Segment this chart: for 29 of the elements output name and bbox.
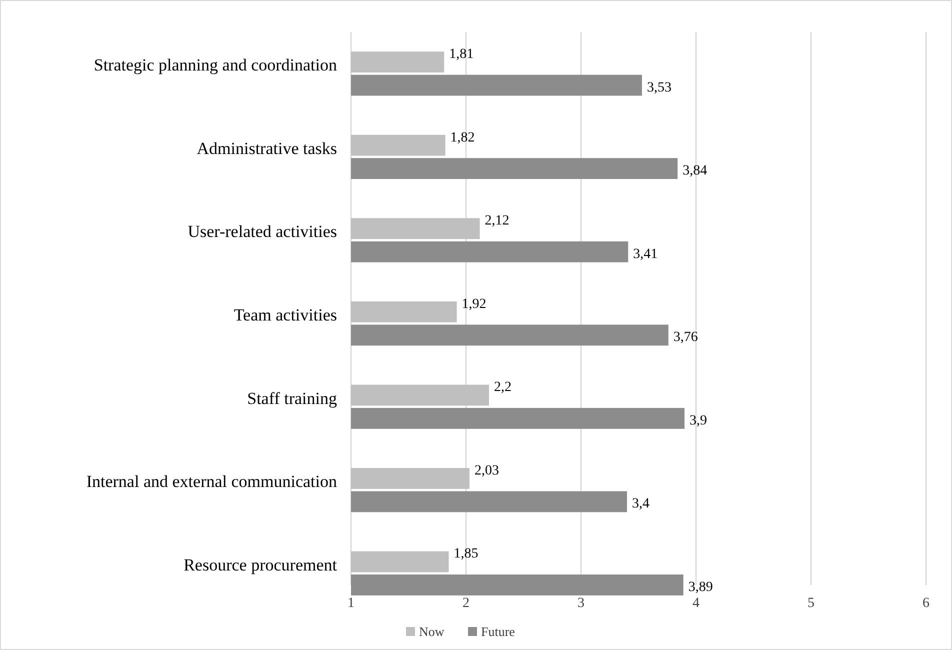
y-tick-label: User-related activities — [188, 222, 337, 242]
legend-label: Now — [419, 624, 445, 639]
y-tick-label: Internal and external communication — [86, 472, 338, 492]
x-tick-label: 1 — [348, 596, 354, 611]
y-tick-label: Administrative tasks — [196, 138, 337, 158]
data-label: 3,89 — [688, 580, 713, 595]
y-tick-label: Strategic planning and coordination — [94, 56, 338, 75]
data-label: 3,41 — [633, 246, 658, 262]
data-label: 1,81 — [449, 47, 474, 62]
data-label: 3,9 — [690, 413, 707, 428]
x-tick-label: 5 — [808, 596, 814, 611]
y-tick-label: Team activities — [234, 306, 337, 324]
x-tick-label: 6 — [922, 596, 930, 611]
y-tick-label: Staff training — [247, 388, 338, 408]
x-tick-label: 3 — [578, 596, 584, 611]
legend-label: Future — [481, 624, 516, 639]
data-label: 2,03 — [474, 463, 499, 478]
y-tick-label: Resource procurement — [184, 555, 338, 574]
data-label: 3,53 — [646, 80, 672, 96]
x-tick-label: 2 — [462, 596, 470, 611]
data-label: 1,82 — [450, 130, 475, 146]
data-label: 1,85 — [454, 546, 478, 562]
data-label: 1,92 — [462, 296, 486, 312]
x-tick-label: 4 — [692, 596, 700, 611]
data-label: 3,76 — [673, 330, 698, 346]
data-label: 3,84 — [682, 164, 708, 179]
data-label: 3,4 — [632, 496, 650, 512]
data-label: 2,12 — [484, 214, 510, 229]
data-label: 2,2 — [494, 380, 512, 396]
